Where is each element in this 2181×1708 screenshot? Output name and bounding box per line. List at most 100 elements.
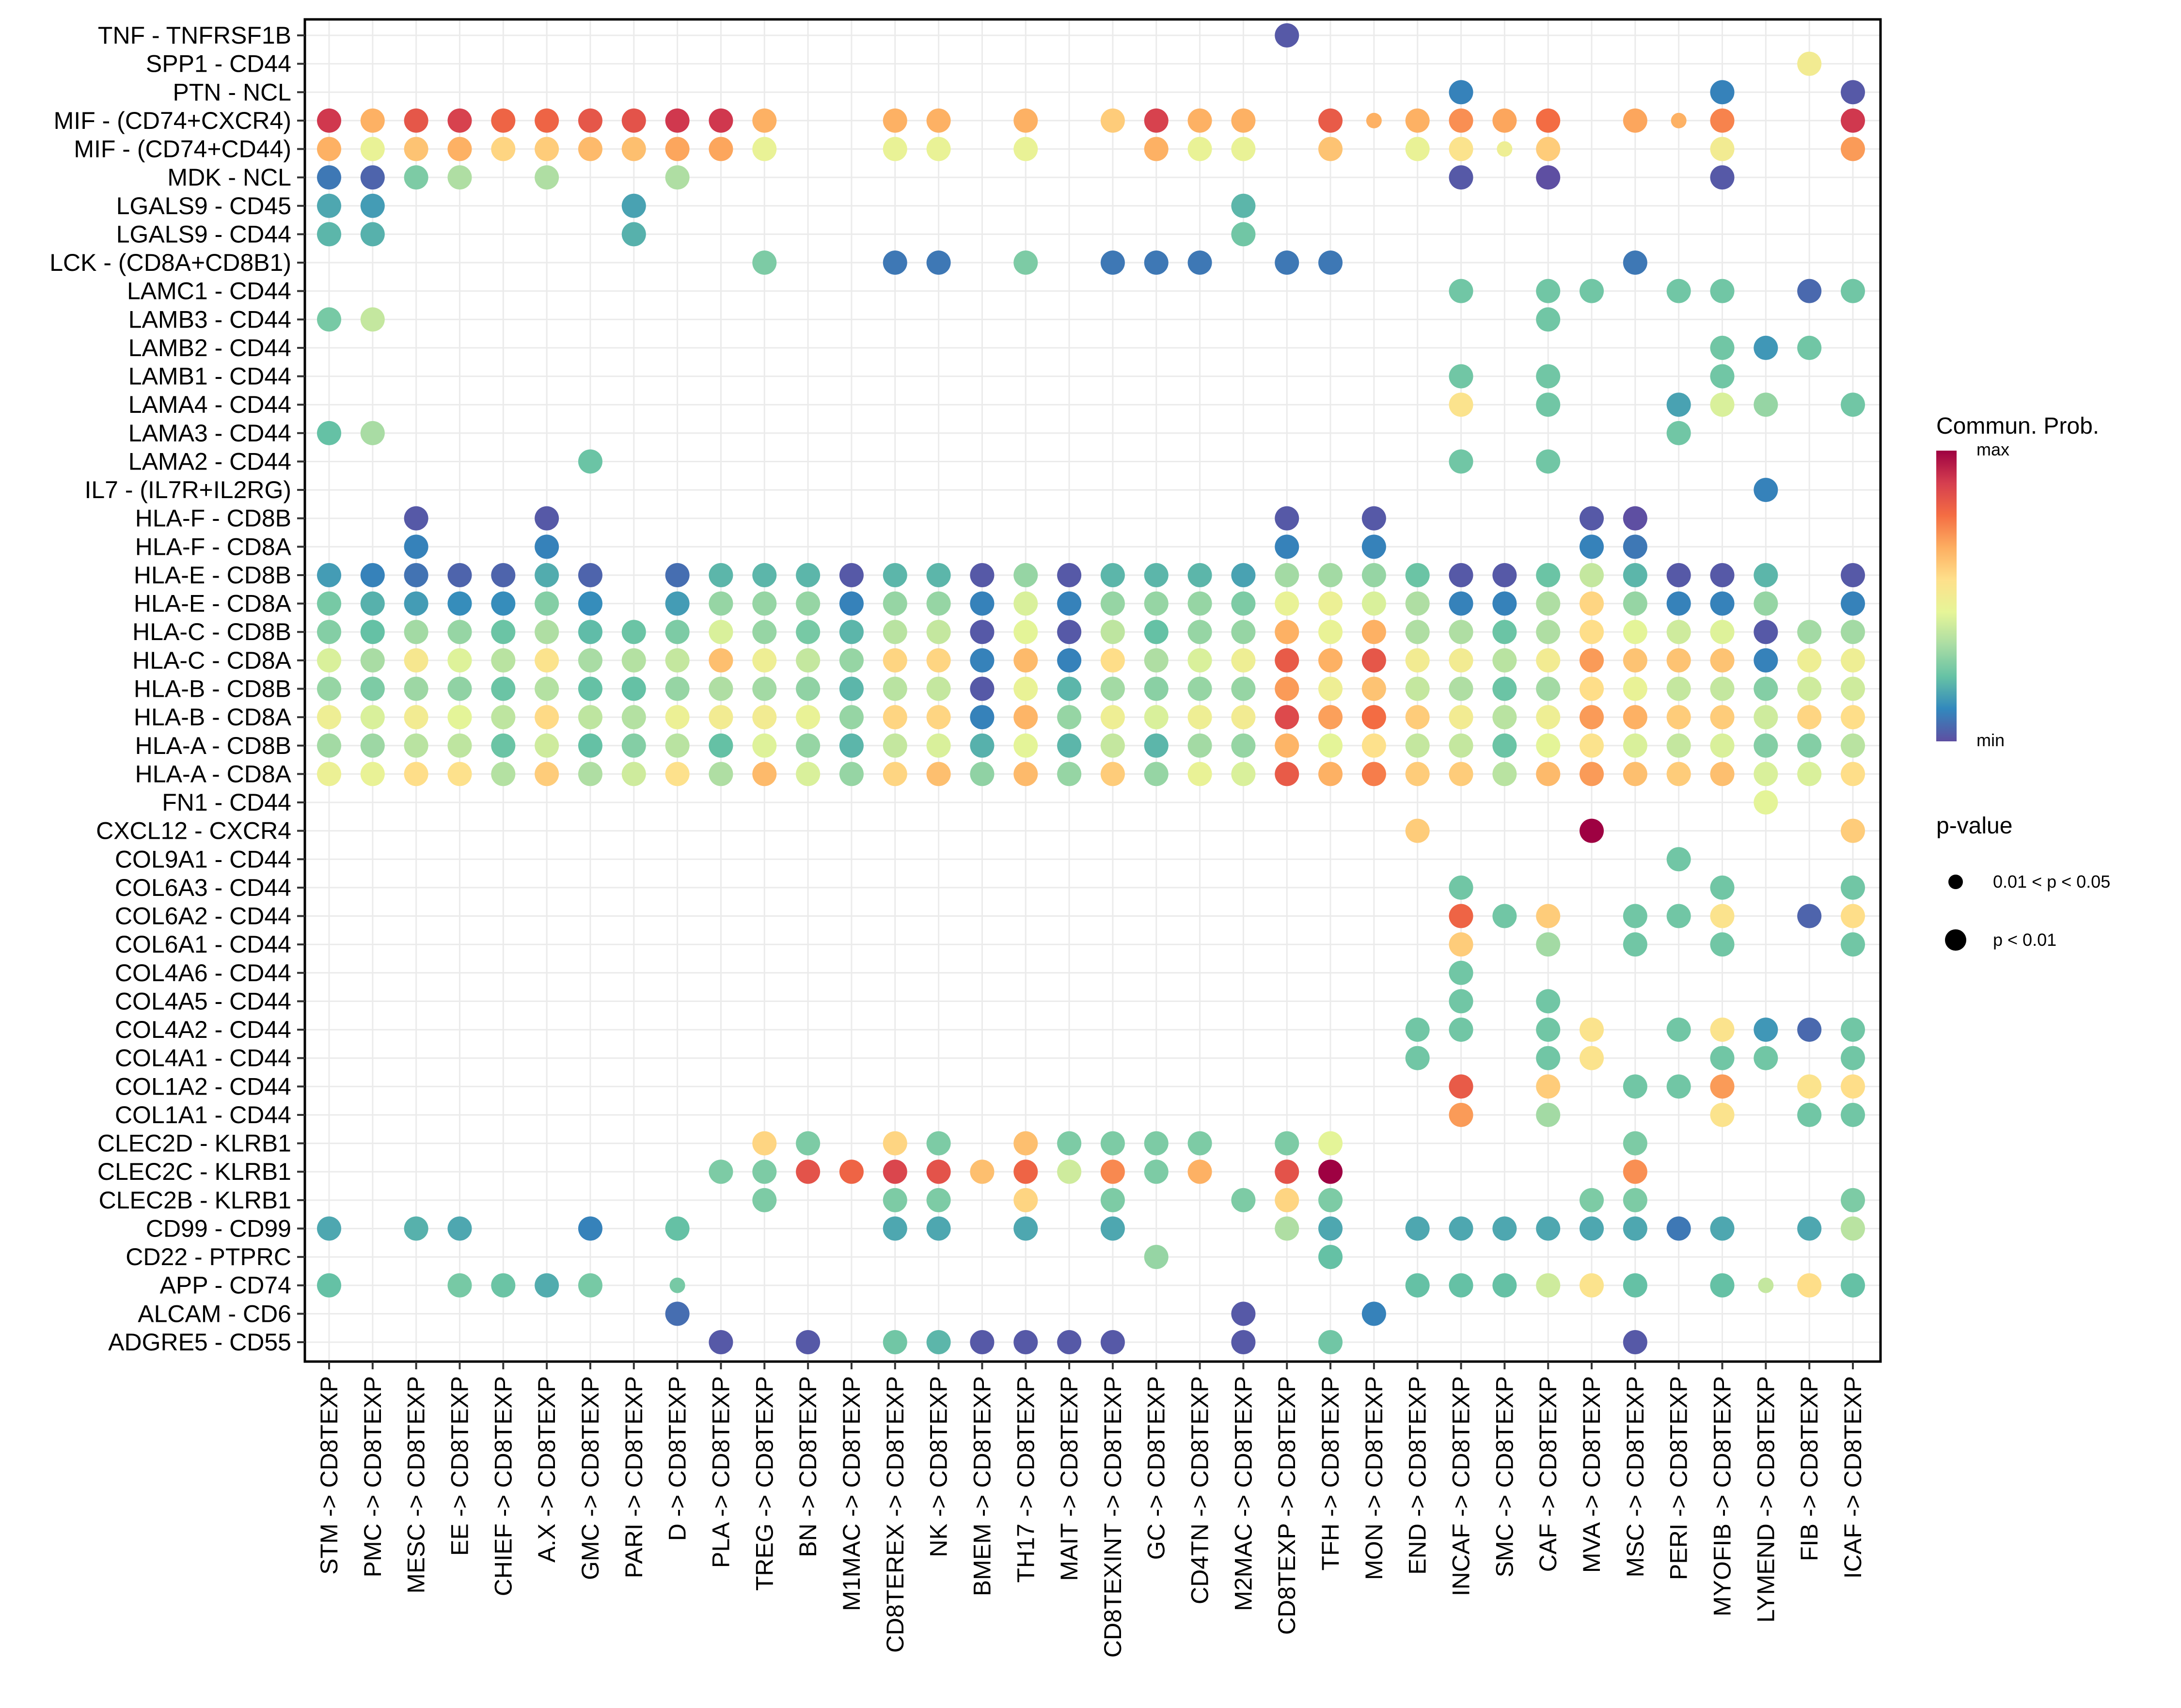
data-point	[1318, 251, 1343, 275]
data-point	[1275, 534, 1299, 559]
data-point	[1187, 676, 1212, 701]
data-point	[1841, 705, 1865, 730]
data-point	[360, 762, 385, 786]
data-point	[883, 676, 907, 701]
data-point	[1449, 591, 1473, 616]
data-point	[1580, 762, 1604, 786]
data-point	[578, 620, 602, 644]
data-point	[1231, 193, 1256, 218]
data-point	[1449, 563, 1473, 587]
y-tick-label: HLA-C - CD8B	[132, 618, 291, 645]
data-point	[1057, 1330, 1082, 1354]
data-point	[491, 620, 516, 644]
x-tick-label: CD8TEXP -> CD8TEXP	[1273, 1376, 1300, 1635]
data-point	[1492, 762, 1517, 786]
x-tick-label: CD4TN -> CD8TEXP	[1186, 1376, 1214, 1604]
data-point	[1187, 733, 1212, 758]
data-point	[360, 676, 385, 701]
data-point	[1710, 335, 1735, 360]
data-point	[578, 449, 602, 474]
data-point	[1449, 392, 1473, 417]
data-point	[1231, 137, 1256, 161]
data-point	[1710, 932, 1735, 957]
data-point	[1100, 676, 1125, 701]
data-point	[621, 705, 646, 730]
data-point	[752, 1131, 777, 1156]
data-point	[796, 1160, 821, 1184]
data-point	[317, 620, 341, 644]
data-point	[1100, 620, 1125, 644]
data-point	[1144, 733, 1169, 758]
y-tick-label: COL4A1 - CD44	[115, 1045, 291, 1072]
x-axis: STM -> CD8TEXP PMC -> CD8TEXP MESC -> CD8T…	[316, 1362, 1866, 1658]
x-tick-label: NK -> CD8TEXP	[925, 1376, 952, 1557]
data-point	[1623, 534, 1647, 559]
data-point	[1318, 1160, 1343, 1184]
data-point	[665, 591, 690, 616]
data-point	[1013, 1160, 1038, 1184]
data-point	[1231, 676, 1256, 701]
data-point	[1144, 563, 1169, 587]
x-tick-label: PERI -> CD8TEXP	[1665, 1376, 1692, 1580]
data-point	[1580, 1273, 1604, 1298]
data-point	[1492, 620, 1517, 644]
x-tick-label: MSC -> CD8TEXP	[1622, 1376, 1649, 1577]
data-point	[1361, 733, 1386, 758]
data-point	[1275, 762, 1299, 786]
data-point	[1405, 818, 1430, 843]
data-point	[1841, 733, 1865, 758]
data-point	[883, 762, 907, 786]
data-point	[796, 648, 821, 673]
data-point	[1057, 705, 1082, 730]
data-point	[1536, 904, 1561, 928]
data-point	[1841, 762, 1865, 786]
data-point	[1710, 108, 1735, 133]
data-point	[1754, 733, 1778, 758]
data-point	[621, 762, 646, 786]
data-point	[1231, 762, 1256, 786]
data-point	[1187, 1131, 1212, 1156]
data-point	[621, 676, 646, 701]
data-point	[883, 108, 907, 133]
data-point	[1536, 165, 1561, 190]
data-point	[621, 620, 646, 644]
data-point	[1710, 705, 1735, 730]
y-tick-label: COL4A5 - CD44	[115, 987, 291, 1015]
data-point	[1797, 279, 1822, 303]
x-tick-label: MON -> CD8TEXP	[1360, 1376, 1388, 1580]
data-point	[1536, 676, 1561, 701]
data-point	[317, 108, 341, 133]
data-point	[535, 648, 559, 673]
data-point	[1405, 705, 1430, 730]
data-point	[621, 222, 646, 247]
data-point	[360, 733, 385, 758]
data-point	[360, 137, 385, 161]
data-point	[1797, 904, 1822, 928]
data-point	[839, 563, 864, 587]
data-point	[535, 1273, 559, 1298]
color-legend-min-label: min	[1976, 730, 2005, 750]
data-point	[883, 591, 907, 616]
data-point	[317, 1273, 341, 1298]
data-point	[1623, 762, 1647, 786]
data-point	[883, 137, 907, 161]
data-point	[796, 591, 821, 616]
data-point	[839, 620, 864, 644]
data-point	[1754, 762, 1778, 786]
size-legend-large-label: p < 0.01	[1993, 930, 2056, 950]
data-point	[1754, 392, 1778, 417]
data-point	[1449, 364, 1473, 389]
data-point	[1710, 762, 1735, 786]
data-point	[1841, 392, 1865, 417]
data-point	[1623, 1131, 1647, 1156]
data-point	[1710, 279, 1735, 303]
x-tick-label: TFH -> CD8TEXP	[1317, 1376, 1344, 1570]
color-bar	[1936, 451, 1957, 741]
data-point	[1754, 563, 1778, 587]
data-point	[1100, 1216, 1125, 1241]
data-point	[1057, 563, 1082, 587]
data-point	[1841, 137, 1865, 161]
data-point	[1405, 137, 1430, 161]
data-point	[404, 165, 428, 190]
data-point	[1187, 705, 1212, 730]
